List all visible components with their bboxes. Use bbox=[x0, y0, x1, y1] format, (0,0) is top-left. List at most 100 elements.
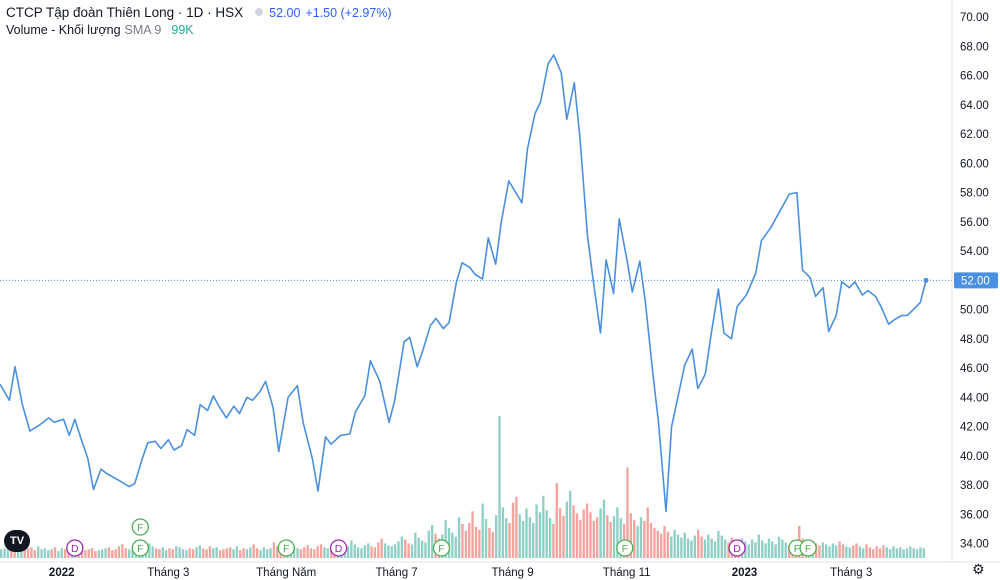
volume-bar bbox=[558, 508, 562, 558]
volume-bar bbox=[363, 545, 367, 558]
volume-bar bbox=[178, 547, 181, 558]
event-markers[interactable]: D FFF D F F D F F bbox=[66, 518, 817, 557]
volume-bar bbox=[245, 549, 249, 558]
volume-bar bbox=[427, 530, 431, 558]
volume-bar bbox=[87, 549, 90, 558]
volume-bar bbox=[410, 544, 414, 558]
volume-bar bbox=[181, 549, 185, 558]
volume-bar bbox=[407, 543, 410, 558]
volume-bar bbox=[30, 547, 33, 558]
volume-bar bbox=[367, 543, 370, 558]
volume-bar bbox=[592, 521, 595, 558]
volume-value: 99K bbox=[171, 23, 194, 37]
volume-bar bbox=[218, 550, 222, 558]
volume-bar bbox=[535, 504, 538, 558]
x-tick-label: 2022 bbox=[49, 567, 75, 579]
volume-bar bbox=[471, 511, 474, 558]
x-tick-label: Tháng 11 bbox=[603, 567, 651, 579]
tradingview-logo[interactable]: TV bbox=[4, 530, 30, 552]
volume-bar bbox=[205, 549, 208, 558]
volume-bar bbox=[23, 549, 26, 558]
volume-bar bbox=[639, 517, 643, 558]
y-tick-label: 34.00 bbox=[960, 539, 989, 551]
financials-marker bbox=[131, 518, 149, 536]
volume-bar bbox=[747, 544, 750, 558]
volume-bar bbox=[417, 537, 420, 558]
volume-bar bbox=[168, 548, 171, 558]
volume-bar bbox=[232, 549, 235, 558]
volume-bar bbox=[626, 467, 629, 558]
volume-bar bbox=[821, 542, 824, 558]
volume-bar bbox=[888, 549, 892, 558]
volume-bar bbox=[609, 522, 612, 558]
volume-bar bbox=[397, 541, 400, 558]
volume-bar bbox=[710, 538, 713, 558]
volume-bar bbox=[659, 533, 663, 558]
volume-bar bbox=[390, 546, 393, 558]
volume-bar bbox=[478, 529, 481, 558]
volume-bar bbox=[831, 543, 835, 558]
volume-bar bbox=[414, 532, 417, 558]
gear-icon[interactable]: ⚙ bbox=[972, 561, 985, 577]
volume-bar bbox=[464, 530, 468, 558]
volume-bar bbox=[845, 546, 848, 558]
volume-bar bbox=[127, 549, 131, 558]
volume-bar bbox=[299, 549, 303, 558]
volume-bar bbox=[686, 538, 690, 558]
volume-bar bbox=[360, 548, 363, 558]
volume-bar bbox=[616, 507, 619, 558]
volume-bar bbox=[865, 544, 868, 558]
y-tick-label: 46.00 bbox=[960, 363, 989, 375]
volume-bar bbox=[488, 527, 491, 558]
volume-bar bbox=[114, 549, 117, 558]
volume-bar bbox=[905, 548, 909, 558]
volume-bar bbox=[599, 508, 602, 558]
volume-bar bbox=[656, 530, 659, 558]
volume-bar bbox=[750, 539, 754, 558]
volume-bar bbox=[767, 538, 771, 558]
price-line bbox=[0, 54, 927, 513]
volume-bar bbox=[636, 525, 639, 558]
symbol-title[interactable]: CTCP Tập đoàn Thiên Long · 1D · HSX bbox=[6, 5, 244, 20]
volume-bar bbox=[104, 548, 107, 558]
chart-legend: CTCP Tập đoàn Thiên Long · 1D · HSX 52.00… bbox=[6, 4, 397, 39]
dividend-marker bbox=[329, 539, 348, 557]
event-marker-label: D bbox=[733, 543, 741, 555]
volume-bar bbox=[589, 512, 592, 558]
volume-bar bbox=[612, 516, 616, 558]
volume-bar bbox=[393, 544, 397, 558]
volume-bar bbox=[572, 505, 575, 558]
event-marker-label: F bbox=[622, 543, 628, 555]
volume-indicator-label[interactable]: Volume - Khối lượng bbox=[6, 23, 121, 37]
volume-bar bbox=[202, 548, 205, 558]
volume-bar bbox=[491, 531, 494, 558]
last-price-label: 52.00 bbox=[961, 275, 990, 287]
volume-bar bbox=[131, 550, 134, 558]
volume-bar bbox=[111, 550, 114, 558]
volume-bar bbox=[518, 514, 521, 558]
volume-bar bbox=[619, 518, 622, 558]
volume-bar bbox=[242, 548, 245, 558]
volume-bar bbox=[148, 543, 151, 558]
volume-bar bbox=[276, 546, 279, 558]
volume-bar bbox=[10, 550, 13, 558]
volume-bar bbox=[444, 520, 447, 558]
y-tick-label: 56.00 bbox=[960, 217, 989, 229]
volume-bar bbox=[303, 547, 306, 558]
volume-bar bbox=[474, 526, 478, 558]
volume-bar bbox=[249, 547, 252, 558]
last-price-dot bbox=[923, 277, 929, 283]
volume-bar bbox=[316, 546, 319, 558]
volume-bar bbox=[885, 547, 888, 558]
volume-bar bbox=[326, 548, 329, 558]
x-axis: 2022 Tháng 3 Tháng Năm Tháng 7 Tháng 9 Tháng … bbox=[0, 561, 1000, 579]
volume-bar bbox=[117, 546, 121, 558]
volume-bars bbox=[0, 416, 925, 558]
volume-bar bbox=[154, 548, 158, 558]
volume-bar bbox=[501, 507, 505, 558]
volume-bar bbox=[171, 549, 175, 558]
financials-marker bbox=[616, 539, 634, 557]
volume-bar bbox=[47, 550, 50, 558]
volume-bar bbox=[43, 548, 47, 558]
